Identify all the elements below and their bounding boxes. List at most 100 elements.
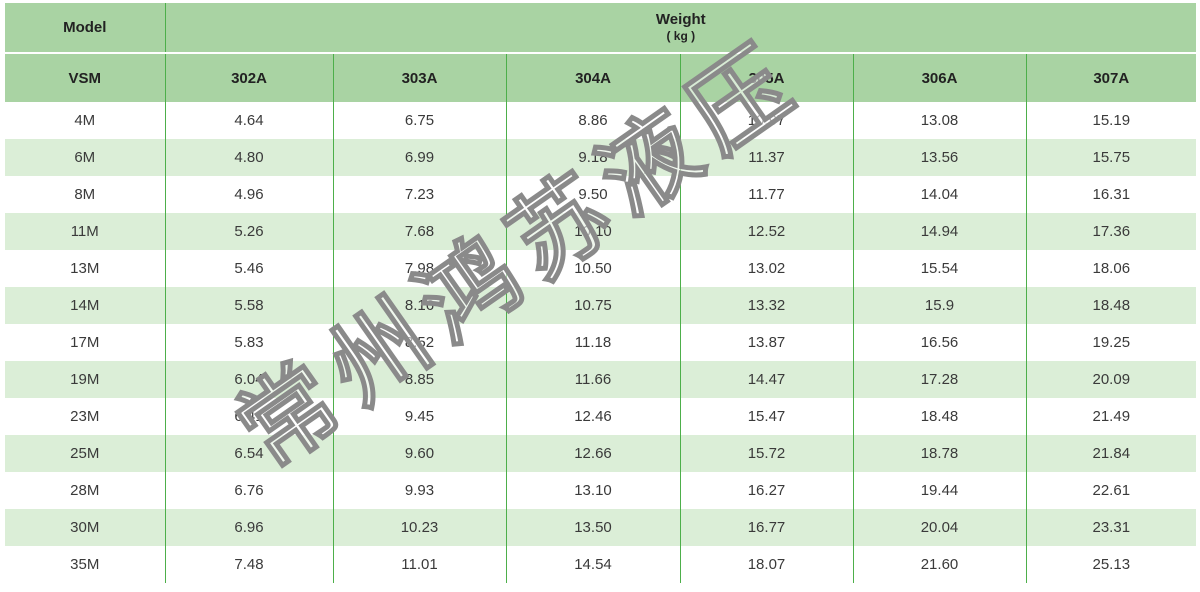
- weight-cell: 11.01: [333, 546, 507, 583]
- weight-cell: 10.75: [506, 287, 681, 324]
- weight-cell: 6.96: [165, 509, 334, 546]
- table-row: 17M 5.83 8.52 11.18 13.87 16.56 19.25: [5, 324, 1197, 361]
- weight-cell: 9.50: [506, 176, 681, 213]
- column-header: 304A: [506, 52, 681, 102]
- weight-cell: 16.56: [853, 324, 1027, 361]
- column-header: 305A: [680, 52, 854, 102]
- weight-cell: 15.9: [853, 287, 1027, 324]
- model-cell: 35M: [5, 546, 166, 583]
- weight-cell: 11.37: [680, 139, 854, 176]
- weight-cell: 18.48: [1026, 287, 1197, 324]
- model-cell: 4M: [5, 102, 166, 139]
- weight-cell: 13.87: [680, 324, 854, 361]
- weight-cell: 14.94: [853, 213, 1027, 250]
- weight-cell: 13.08: [853, 102, 1027, 139]
- weight-cell: 22.61: [1026, 472, 1197, 509]
- weight-table: Model Weight ( kg ) VSM 302A 303A 304A 3…: [5, 3, 1197, 583]
- weight-cell: 4.64: [165, 102, 334, 139]
- weight-cell: 13.50: [506, 509, 681, 546]
- table-row: 35M 7.48 11.01 14.54 18.07 21.60 25.13: [5, 546, 1197, 583]
- weight-cell: 6.75: [333, 102, 507, 139]
- column-header: 306A: [853, 52, 1027, 102]
- table-row: 30M 6.96 10.23 13.50 16.77 20.04 23.31: [5, 509, 1197, 546]
- model-cell: 6M: [5, 139, 166, 176]
- table-row: 28M 6.76 9.93 13.10 16.27 19.44 22.61: [5, 472, 1197, 509]
- model-cell: 13M: [5, 250, 166, 287]
- weight-cell: 18.78: [853, 435, 1027, 472]
- weight-cell: 15.54: [853, 250, 1027, 287]
- weight-cell: 10.50: [506, 250, 681, 287]
- model-cell: 30M: [5, 509, 166, 546]
- column-header: 302A: [165, 52, 334, 102]
- weight-cell: 20.09: [1026, 361, 1197, 398]
- weight-cell: 4.96: [165, 176, 334, 213]
- weight-cell: 6.76: [165, 472, 334, 509]
- weight-cell: 6.04: [165, 361, 334, 398]
- table-row: 13M 5.46 7.98 10.50 13.02 15.54 18.06: [5, 250, 1197, 287]
- model-cell: 11M: [5, 213, 166, 250]
- table-row: 11M 5.26 7.68 10.10 12.52 14.94 17.36: [5, 213, 1197, 250]
- weight-cell: 12.66: [506, 435, 681, 472]
- weight-cell: 8.52: [333, 324, 507, 361]
- weight-cell: 17.36: [1026, 213, 1197, 250]
- weight-cell: 14.04: [853, 176, 1027, 213]
- weight-cell: 6.99: [333, 139, 507, 176]
- weight-cell: 21.84: [1026, 435, 1197, 472]
- model-cell: 17M: [5, 324, 166, 361]
- model-header: Model: [5, 3, 166, 53]
- weight-cell: 15.19: [1026, 102, 1197, 139]
- weight-cell: 10.23: [333, 509, 507, 546]
- weight-cell: 18.07: [680, 546, 854, 583]
- weight-cell: 23.31: [1026, 509, 1197, 546]
- weight-cell: 12.46: [506, 398, 681, 435]
- weight-cell: 5.46: [165, 250, 334, 287]
- weight-cell: 20.04: [853, 509, 1027, 546]
- weight-cell: 21.49: [1026, 398, 1197, 435]
- weight-cell: 10.10: [506, 213, 681, 250]
- weight-cell: 8.85: [333, 361, 507, 398]
- model-cell: 25M: [5, 435, 166, 472]
- row-header: VSM: [5, 52, 166, 102]
- weight-cell: 7.98: [333, 250, 507, 287]
- weight-cell: 6.41: [165, 398, 334, 435]
- weight-title: Weight: [655, 10, 706, 28]
- weight-cell: 13.32: [680, 287, 854, 324]
- weight-cell: 9.60: [333, 435, 507, 472]
- column-header: 303A: [333, 52, 507, 102]
- model-cell: 8M: [5, 176, 166, 213]
- weight-cell: 5.83: [165, 324, 334, 361]
- weight-cell: 9.18: [506, 139, 681, 176]
- weight-cell: 16.77: [680, 509, 854, 546]
- table-row: 14M 5.58 8.16 10.75 13.32 15.9 18.48: [5, 287, 1197, 324]
- table-row: 23M 6.41 9.45 12.46 15.47 18.48 21.49: [5, 398, 1197, 435]
- weight-cell: 8.16: [333, 287, 507, 324]
- weight-cell: 14.47: [680, 361, 854, 398]
- weight-cell: 9.45: [333, 398, 507, 435]
- weight-cell: 4.80: [165, 139, 334, 176]
- table-row: 25M 6.54 9.60 12.66 15.72 18.78 21.84: [5, 435, 1197, 472]
- model-cell: 19M: [5, 361, 166, 398]
- weight-cell: 15.47: [680, 398, 854, 435]
- weight-cell: 19.25: [1026, 324, 1197, 361]
- weight-cell: 17.28: [853, 361, 1027, 398]
- model-cell: 23M: [5, 398, 166, 435]
- weight-cell: 12.52: [680, 213, 854, 250]
- weight-cell: 7.68: [333, 213, 507, 250]
- weight-cell: 13.02: [680, 250, 854, 287]
- weight-cell: 16.31: [1026, 176, 1197, 213]
- weight-cell: 14.54: [506, 546, 681, 583]
- weight-cell: 13.10: [506, 472, 681, 509]
- table-body: 4M 4.64 6.75 8.86 10.97 13.08 15.19 6M 4.80 6.99 9…: [5, 102, 1197, 583]
- weight-cell: 8.86: [506, 102, 681, 139]
- weight-cell: 11.18: [506, 324, 681, 361]
- weight-cell: 13.56: [853, 139, 1027, 176]
- model-cell: 28M: [5, 472, 166, 509]
- weight-cell: 15.75: [1026, 139, 1197, 176]
- weight-cell: 18.06: [1026, 250, 1197, 287]
- table-row: 6M 4.80 6.99 9.18 11.37 13.56 15.75: [5, 139, 1197, 176]
- weight-cell: 5.26: [165, 213, 334, 250]
- column-header: 307A: [1026, 52, 1197, 102]
- table-row: 4M 4.64 6.75 8.86 10.97 13.08 15.19: [5, 102, 1197, 139]
- table-row: 19M 6.04 8.85 11.66 14.47 17.28 20.09: [5, 361, 1197, 398]
